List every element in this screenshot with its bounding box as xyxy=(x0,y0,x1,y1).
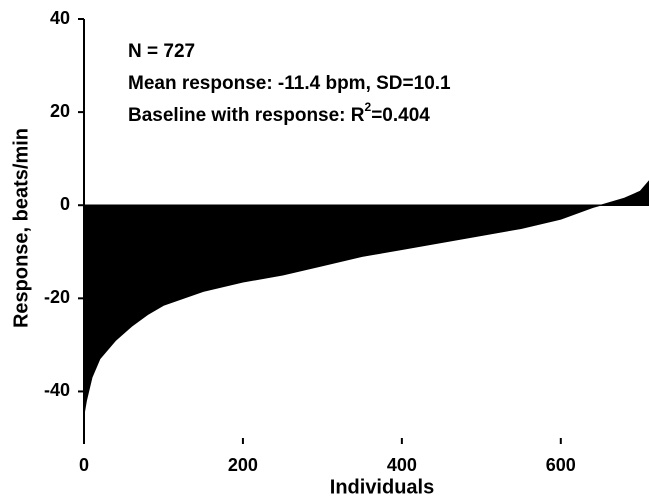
area xyxy=(83,180,649,415)
annotation-text: Baseline with response: R xyxy=(128,105,365,126)
annotation: N = 727 xyxy=(128,41,195,62)
x-tick-label: 600 xyxy=(546,455,576,475)
annotation-sup: 2 xyxy=(365,100,372,114)
y-tick-label: 20 xyxy=(50,101,70,121)
x-tick-label: 400 xyxy=(387,455,417,475)
annotation: Baseline with response: R2=0.404 xyxy=(128,100,430,126)
y-tick-label: -40 xyxy=(44,380,70,400)
y-tick-label: 40 xyxy=(50,8,70,28)
annotation: Mean response: -11.4 bpm, SD=10.1 xyxy=(128,73,451,94)
annotation-text: =0.404 xyxy=(371,105,430,126)
y-tick-label: 0 xyxy=(60,194,70,214)
x-tick-label: 200 xyxy=(228,455,258,475)
x-tick-label: 0 xyxy=(79,455,89,475)
x-axis-title: Individuals xyxy=(330,476,434,498)
y-tick-label: -20 xyxy=(44,287,70,307)
y-axis-title: Response, beats/min xyxy=(10,128,32,328)
